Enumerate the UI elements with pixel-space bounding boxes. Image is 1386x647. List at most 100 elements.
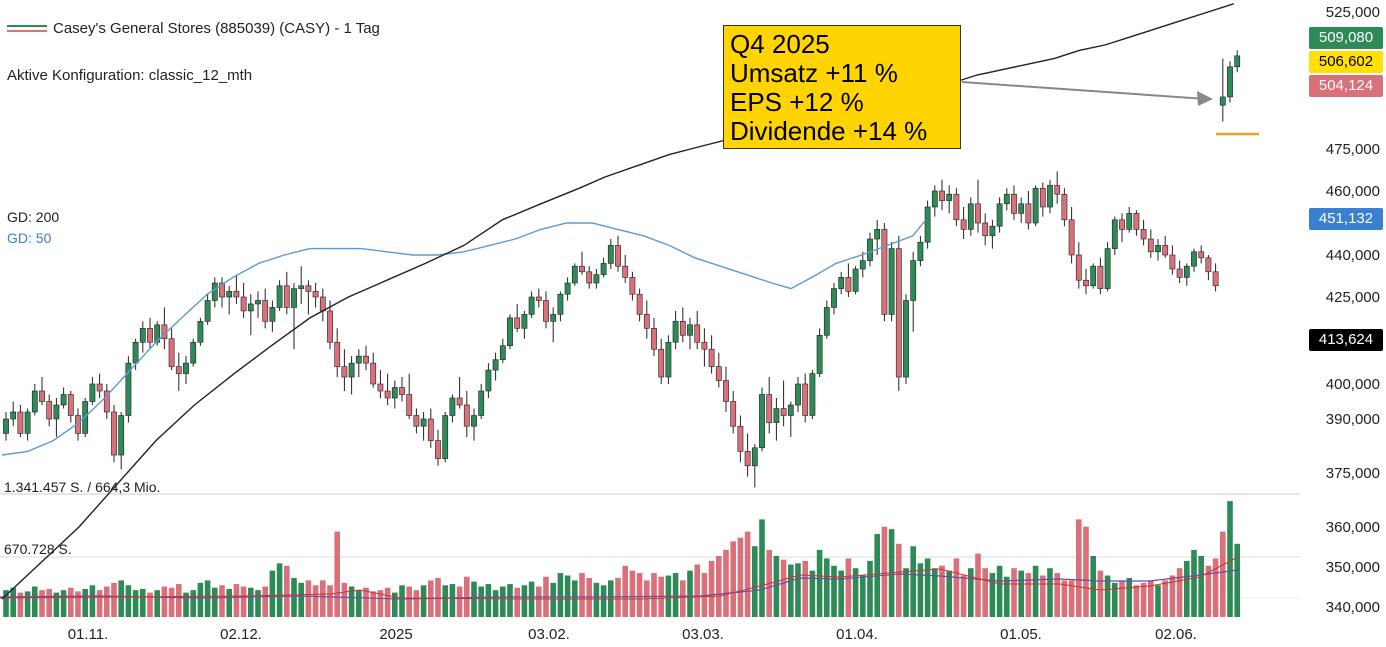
volume-bar xyxy=(442,585,448,617)
candle-body xyxy=(967,203,974,230)
candle-body xyxy=(1119,219,1125,230)
y-tick-label: 350,000 xyxy=(1326,559,1380,576)
volume-bar xyxy=(579,573,585,617)
candle-body xyxy=(622,265,629,278)
y-tick-label: 360,000 xyxy=(1326,519,1380,536)
candle-body xyxy=(1061,193,1068,221)
volume-bar xyxy=(356,590,362,617)
volume-bar xyxy=(464,576,470,617)
volume-bar xyxy=(1220,531,1226,617)
config-label: Aktive Konfiguration: classic_12_mth xyxy=(7,67,253,84)
candle xyxy=(24,408,31,441)
candle-body xyxy=(924,206,931,243)
volume-bar xyxy=(176,584,182,617)
candle-body xyxy=(1234,55,1241,68)
candle xyxy=(694,310,701,350)
chart-title: Casey's General Stores (885039) (CASY) -… xyxy=(7,20,380,37)
candle-body xyxy=(687,324,693,336)
candle-body xyxy=(982,222,989,237)
price-tag-last: 506,602 xyxy=(1309,51,1383,73)
candle xyxy=(1003,188,1010,211)
volume-bar xyxy=(816,549,823,617)
price-tag-ma200: 413,624 xyxy=(1309,329,1383,351)
price-tag-ma50: 451,132 xyxy=(1309,208,1383,230)
volume-bar xyxy=(1076,519,1082,617)
volume-bar xyxy=(896,543,902,617)
volume-bar xyxy=(226,588,232,617)
candle-body xyxy=(147,328,153,343)
volume-bar xyxy=(953,558,960,617)
y-tick-label: 460,000 xyxy=(1326,183,1380,200)
volume-bar xyxy=(1205,565,1212,617)
candle xyxy=(795,377,801,412)
volume-bar xyxy=(276,563,283,617)
candle-body xyxy=(197,321,204,343)
volume-bar xyxy=(17,592,24,617)
candle-body xyxy=(996,203,1003,227)
candle-body xyxy=(888,248,895,315)
candle-body xyxy=(247,303,254,312)
volume-long-average-line xyxy=(0,556,1239,600)
candle xyxy=(600,257,607,278)
volume-bar xyxy=(932,568,938,617)
volume-bar xyxy=(255,590,261,617)
x-tick-label: 01.11. xyxy=(68,626,109,643)
candle-body xyxy=(1183,265,1190,278)
volume-bar xyxy=(852,568,859,617)
candle-body xyxy=(168,338,175,367)
volume-bar xyxy=(370,591,376,617)
arrow-head xyxy=(1197,91,1213,106)
ma50-line xyxy=(1,219,927,456)
candle-body xyxy=(1025,203,1032,224)
candle xyxy=(1155,239,1161,261)
candle-body xyxy=(406,394,413,416)
volume-bar xyxy=(46,588,52,617)
candle-body xyxy=(211,282,218,301)
candle xyxy=(348,356,355,395)
candle-body xyxy=(399,387,405,395)
candle xyxy=(1227,61,1233,103)
volume-bar xyxy=(514,587,520,617)
candle-body xyxy=(903,300,909,378)
candle xyxy=(672,310,679,350)
candle-body xyxy=(946,193,953,201)
volume-bar xyxy=(1025,573,1032,617)
candle-body xyxy=(1169,254,1176,270)
candle-body xyxy=(276,285,283,308)
volume-bar xyxy=(723,549,729,617)
candle-body xyxy=(226,291,233,298)
ma50-legend: GD: 50 xyxy=(7,230,52,246)
candle-body xyxy=(96,383,103,392)
volume-bar xyxy=(939,565,945,617)
candle xyxy=(478,384,485,419)
volume-bar xyxy=(284,565,290,617)
candle xyxy=(1097,257,1104,295)
volume-bar xyxy=(406,586,412,617)
annotation-line: Dividende +14 % xyxy=(730,116,928,146)
volume-bar xyxy=(1198,556,1204,617)
candle xyxy=(859,251,866,278)
volume-bar xyxy=(1148,580,1154,617)
ma200-line xyxy=(1,3,1234,600)
candle xyxy=(283,271,290,315)
x-tick-label: 03.02. xyxy=(528,626,570,643)
volume-bar xyxy=(298,582,304,617)
candle xyxy=(773,398,780,441)
candle-body xyxy=(881,229,888,315)
volume-bar xyxy=(557,573,564,617)
candle-body xyxy=(910,260,917,301)
candle-body xyxy=(240,296,247,312)
candle xyxy=(1047,179,1053,214)
candle xyxy=(3,412,9,441)
candle xyxy=(737,415,744,463)
volume-bar xyxy=(831,565,837,617)
candle-body xyxy=(1111,219,1118,249)
candle-body xyxy=(1191,251,1197,267)
candle xyxy=(363,345,369,371)
candle-body xyxy=(118,415,125,456)
candle xyxy=(708,335,715,374)
candle xyxy=(629,271,636,301)
candle-body xyxy=(471,415,477,427)
volume-bar xyxy=(903,568,909,617)
